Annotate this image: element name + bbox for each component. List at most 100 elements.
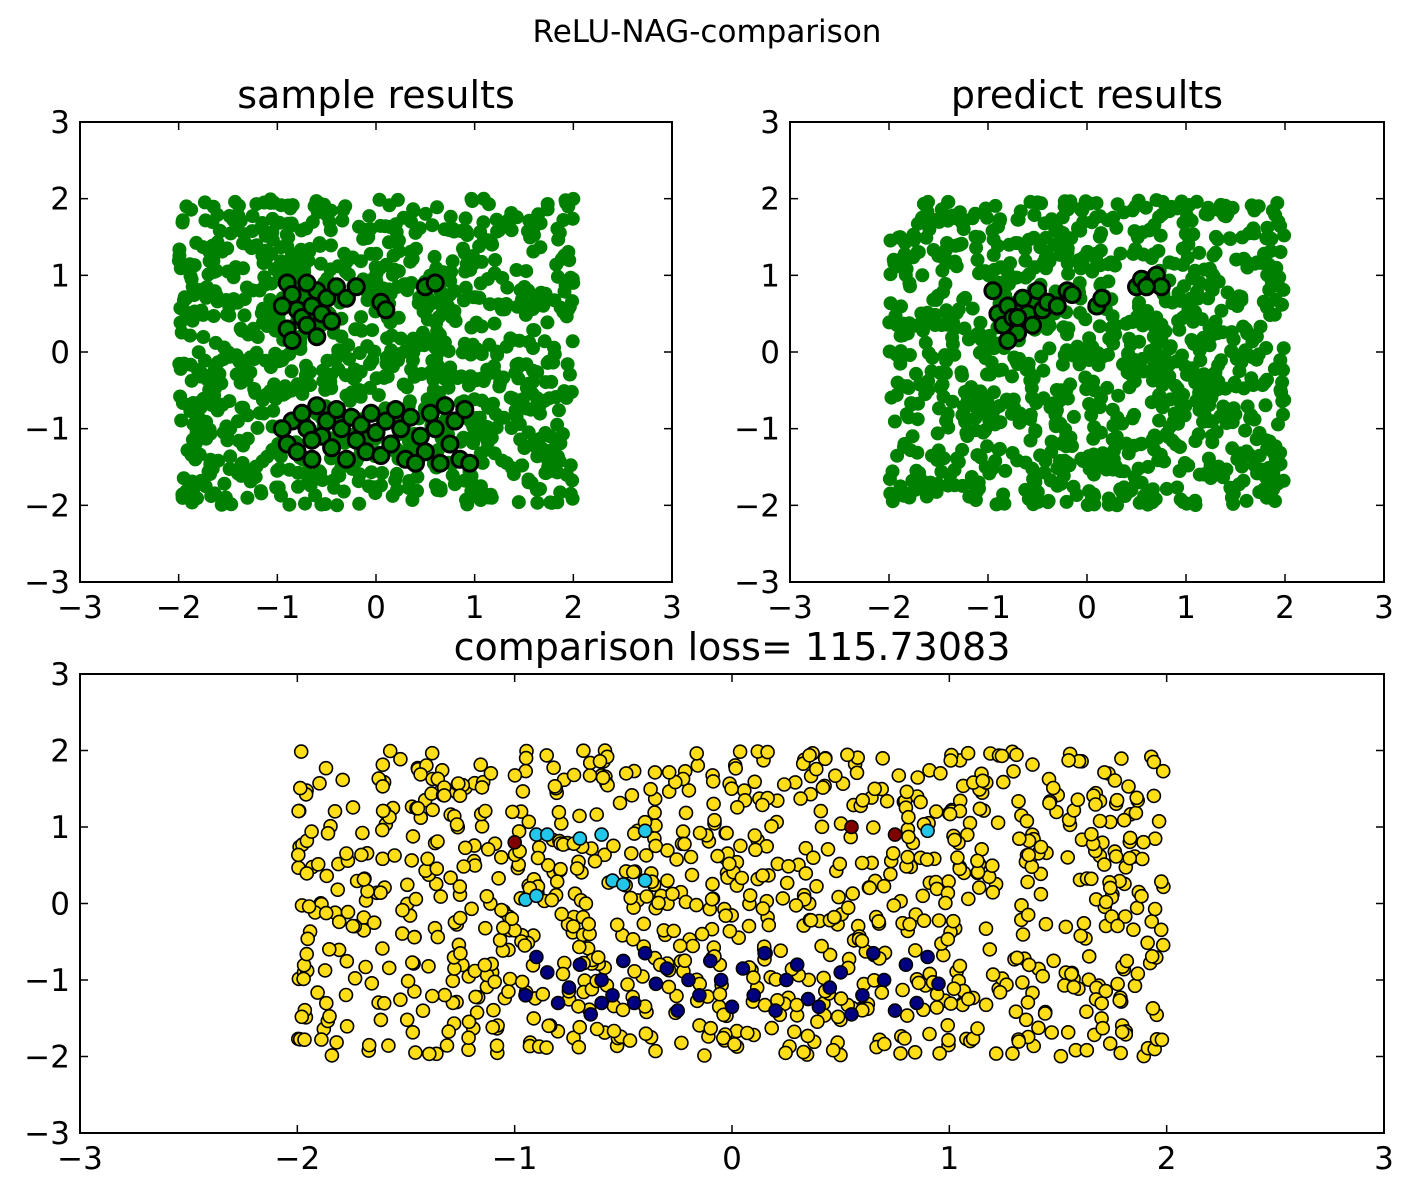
scatter-point — [384, 343, 399, 358]
scatter-point — [666, 923, 682, 939]
scatter-point — [865, 945, 881, 961]
scatter-point — [920, 949, 935, 965]
scatter-point — [373, 1012, 389, 1028]
scatter-point — [352, 346, 367, 360]
scatter-point — [713, 972, 729, 988]
scatter-point — [445, 254, 460, 269]
scatter-point — [245, 209, 260, 224]
scatter-point — [1128, 805, 1144, 821]
scatter-point — [559, 390, 574, 405]
scatter-point — [813, 803, 829, 819]
scatter-point — [661, 764, 677, 780]
scatter-point — [950, 850, 965, 865]
scatter-point — [369, 246, 384, 261]
scatter-point — [487, 359, 501, 374]
scatter-point — [684, 867, 700, 883]
scatter-point — [539, 748, 555, 763]
scatter-point — [519, 401, 534, 416]
scatter-point — [452, 788, 468, 804]
scatter-point — [274, 240, 289, 255]
scatter-point — [778, 972, 794, 988]
scatter-point — [957, 321, 972, 336]
scatter-point — [381, 960, 397, 976]
scatter-point — [530, 495, 545, 510]
scatter-point — [742, 888, 758, 903]
scatter-point — [587, 853, 603, 869]
scatter-point — [504, 206, 519, 220]
scatter-point — [405, 829, 421, 844]
scatter-point — [678, 805, 694, 821]
scatter-point — [447, 304, 462, 319]
scatter-point — [539, 466, 553, 480]
scatter-point — [387, 848, 402, 863]
scatter-point — [1011, 831, 1027, 847]
scatter-point — [322, 438, 342, 458]
scatter-point — [412, 221, 427, 236]
scatter-point — [854, 933, 870, 949]
scatter-point — [648, 976, 664, 992]
scatter-point — [342, 352, 357, 366]
scatter-point — [670, 1003, 686, 1018]
scatter-point — [550, 995, 566, 1011]
scatter-point — [1154, 874, 1169, 889]
scatter-point — [1079, 1042, 1095, 1058]
scatter-point — [299, 946, 315, 962]
scatter-point — [264, 246, 279, 261]
y-tick-label: 2 — [50, 734, 70, 770]
scatter-point — [876, 878, 892, 894]
scatter-point — [1135, 851, 1150, 867]
scatter-point — [481, 197, 496, 212]
scatter-point — [473, 446, 488, 461]
scatter-point — [399, 1012, 415, 1028]
scatter-point — [626, 995, 642, 1011]
scatter-point — [647, 805, 662, 820]
scatter-point — [833, 991, 849, 1006]
scatter-point — [466, 436, 481, 451]
scatter-point — [572, 957, 588, 973]
scatter-point — [499, 456, 514, 470]
scatter-point — [352, 219, 366, 234]
scatter-point — [609, 917, 625, 933]
scatter-point — [494, 302, 509, 317]
scatter-point — [347, 970, 363, 986]
x-tick-label: −3 — [57, 590, 103, 626]
scatter-point — [293, 744, 309, 759]
scatter-point — [883, 866, 898, 882]
scatter-point — [319, 207, 334, 222]
scatter-point — [571, 1039, 587, 1055]
scatter-point — [211, 355, 226, 370]
scatter-point — [932, 1046, 947, 1061]
scatter-point — [308, 488, 323, 503]
scatter-point — [551, 232, 566, 247]
scatter-point — [410, 800, 426, 816]
scatter-point — [511, 371, 526, 386]
scatter-point — [324, 1048, 340, 1063]
scatter-point — [366, 915, 382, 931]
scatter-point — [827, 768, 843, 784]
scatter-point — [223, 421, 238, 436]
scatter-point — [1121, 779, 1136, 794]
scatter-point — [463, 369, 478, 384]
scatter-point — [1038, 916, 1054, 932]
scatter-point — [269, 351, 284, 366]
scatter-point — [354, 847, 369, 863]
scatter-point — [1011, 793, 1026, 809]
scatter-point — [222, 394, 237, 409]
scatter-point — [1110, 918, 1125, 934]
scatter-point — [486, 1002, 501, 1018]
scatter-point — [755, 797, 770, 813]
scatter-point — [366, 423, 386, 442]
scatter-point — [530, 850, 546, 866]
scatter-point — [854, 855, 870, 871]
scatter-point — [1102, 1036, 1118, 1051]
scatter-point — [281, 198, 295, 213]
scatter-point — [507, 768, 523, 783]
scatter-point — [898, 957, 914, 973]
scatter-point — [278, 386, 293, 401]
scatter-point — [556, 305, 571, 320]
scatter-point — [203, 452, 218, 467]
scatter-point — [776, 777, 792, 792]
scatter-point — [290, 847, 306, 863]
scatter-point — [203, 369, 218, 384]
scatter-point — [223, 449, 238, 464]
